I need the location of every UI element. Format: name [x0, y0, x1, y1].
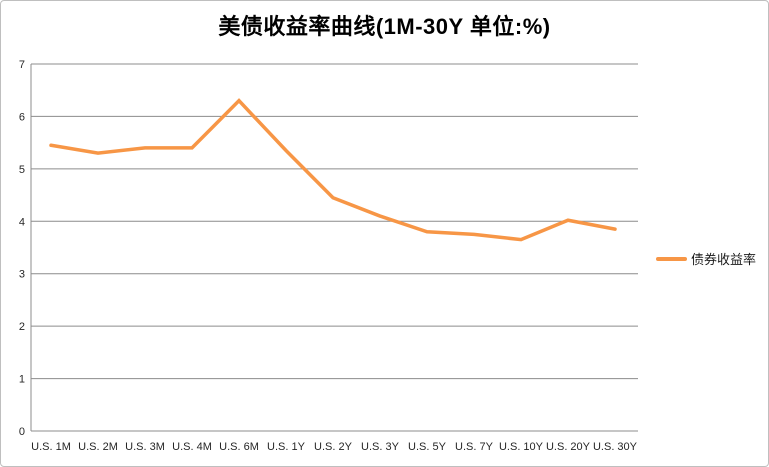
legend-line-marker	[656, 256, 687, 261]
x-tick-label-0: U.S. 1M	[31, 441, 71, 453]
y-tick-label-7: 7	[19, 59, 25, 71]
y-tick-label-0: 0	[19, 426, 25, 438]
x-tick-label-1: U.S. 2M	[78, 441, 118, 453]
y-tick-label-3: 3	[19, 269, 25, 281]
x-tick-label-6: U.S. 2Y	[314, 441, 353, 453]
x-tick-label-11: U.S. 20Y	[546, 441, 591, 453]
chart-title: 美债收益率曲线(1M-30Y 单位:%)	[218, 14, 551, 39]
x-tick-label-2: U.S. 3M	[125, 441, 165, 453]
x-tick-label-8: U.S. 5Y	[408, 441, 447, 453]
x-tick-label-12: U.S. 30Y	[593, 441, 638, 453]
x-tick-label-4: U.S. 6M	[219, 441, 259, 453]
x-tick-label-5: U.S. 1Y	[267, 441, 306, 453]
y-tick-label-6: 6	[19, 111, 25, 123]
legend: 债券收益率	[656, 249, 756, 268]
y-tick-label-5: 5	[19, 164, 25, 176]
x-tick-label-9: U.S. 7Y	[455, 441, 494, 453]
x-tick-label-7: U.S. 3Y	[361, 441, 400, 453]
series-line-0	[49, 98, 617, 242]
y-tick-label-2: 2	[19, 321, 25, 333]
legend-series-label: 债券收益率	[691, 252, 757, 267]
x-tick-label-10: U.S. 10Y	[499, 441, 544, 453]
x-tick-label-3: U.S. 4M	[172, 441, 212, 453]
y-tick-label-4: 4	[19, 216, 25, 228]
y-tick-label-1: 1	[19, 374, 25, 386]
